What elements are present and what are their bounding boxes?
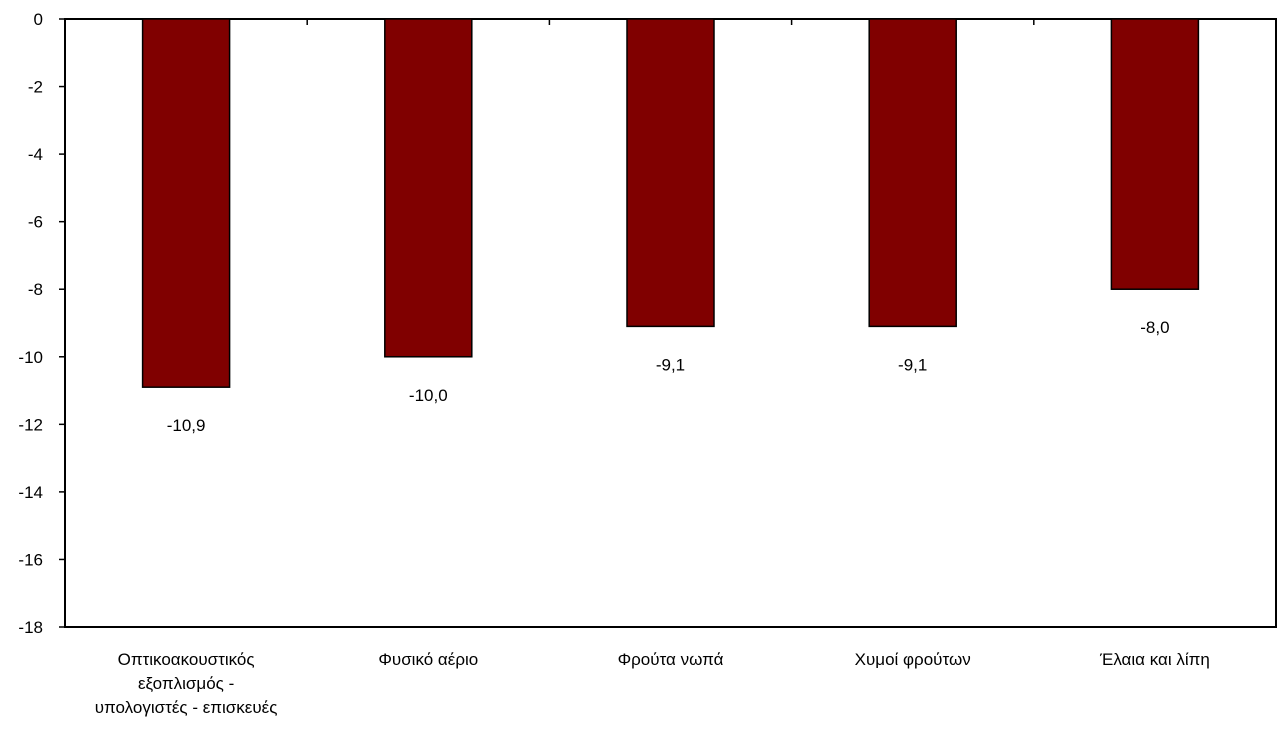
- y-tick-label: -10: [18, 348, 43, 367]
- data-label: -9,1: [656, 355, 685, 374]
- x-category-label: Φυσικό αέριο: [328, 648, 528, 672]
- data-label: -9,1: [898, 355, 927, 374]
- y-tick-label: -4: [28, 145, 43, 164]
- y-tick-label: -2: [28, 78, 43, 97]
- bar: [868, 18, 957, 328]
- x-category-label: Φρούτα νωπά: [571, 648, 771, 672]
- y-tick-label: -16: [18, 550, 43, 569]
- x-category-label-line: εξοπλισμός -: [137, 674, 235, 693]
- bar: [1110, 18, 1200, 290]
- x-category-label: Οπτικοακουστικός εξοπλισμός - υπολογιστές …: [86, 648, 286, 720]
- x-category-label: Χυμοί φρούτων: [813, 648, 1013, 672]
- x-category-label-line: Φρούτα νωπά: [617, 650, 724, 669]
- data-label: -10,0: [409, 386, 448, 405]
- x-category-label: Έλαια και λίπη: [1055, 648, 1255, 672]
- x-category-label-line: Χυμοί φρούτων: [854, 650, 971, 669]
- y-tick-label: -8: [28, 280, 43, 299]
- data-label: -8,0: [1140, 318, 1169, 337]
- x-category-label-line: Φυσικό αέριο: [378, 650, 479, 669]
- bar: [141, 18, 231, 388]
- bar: [384, 18, 473, 358]
- y-tick-label: -6: [28, 213, 43, 232]
- data-label: -10,9: [167, 416, 206, 435]
- bar: [626, 18, 715, 328]
- y-tick-label: -18: [18, 618, 43, 637]
- y-tick-label: 0: [34, 10, 43, 29]
- x-category-label-line: Έλαια και λίπη: [1099, 650, 1210, 669]
- x-category-label-line: υπολογιστές - επισκευές: [94, 698, 278, 717]
- y-tick-label: -12: [18, 415, 43, 434]
- x-category-label-line: Οπτικοακουστικός: [117, 650, 255, 669]
- y-tick-label: -14: [18, 483, 43, 502]
